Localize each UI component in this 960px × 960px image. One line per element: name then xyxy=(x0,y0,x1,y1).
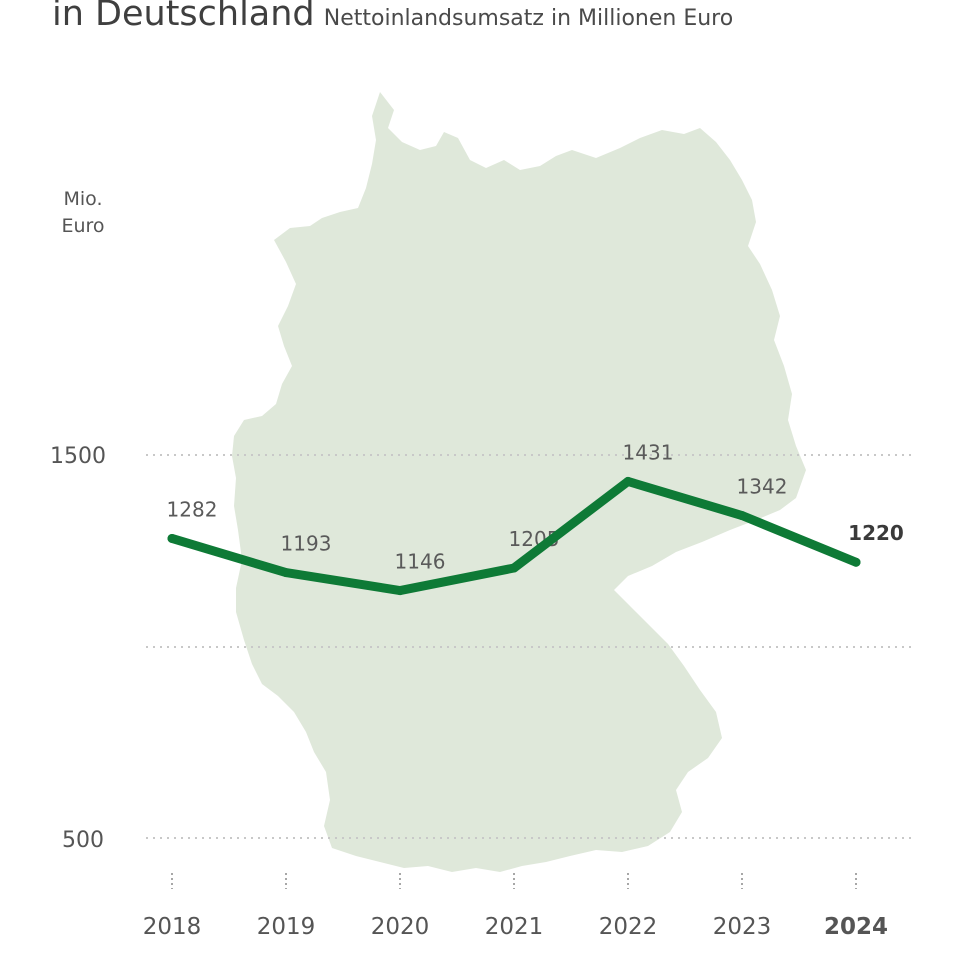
x-tick-label: 2022 xyxy=(599,914,658,940)
data-point xyxy=(851,557,861,567)
y-axis-ticks: 1500 500 xyxy=(50,444,106,853)
y-tick-label-1500: 1500 xyxy=(50,444,106,469)
x-tick-label: 2024 xyxy=(824,914,888,940)
chart-subtitle: Nettoinlandsumsatz in Millionen Euro xyxy=(323,6,734,31)
value-label: 1282 xyxy=(167,497,218,521)
value-label: 1431 xyxy=(623,440,674,464)
y-tick-label-500: 500 xyxy=(62,828,104,853)
value-label: 1220 xyxy=(848,521,904,545)
value-label: 1193 xyxy=(281,532,332,556)
y-axis-unit-label: Mio. Euro xyxy=(52,186,114,240)
value-label: 1342 xyxy=(737,475,788,499)
data-point xyxy=(623,476,633,486)
data-point xyxy=(167,533,177,543)
chart-title: in Deutschland xyxy=(52,0,315,34)
data-point xyxy=(395,586,405,596)
y-axis-unit-line-1: Mio. xyxy=(63,188,103,210)
y-axis-unit-line-2: Euro xyxy=(61,215,105,237)
data-point xyxy=(281,568,291,578)
x-tick-label: 2018 xyxy=(143,914,202,940)
germany-map-silhouette xyxy=(232,92,806,872)
data-point xyxy=(509,563,519,573)
y-gridlines xyxy=(146,454,916,839)
data-point xyxy=(737,511,747,521)
x-tick-label: 2020 xyxy=(371,914,430,940)
value-label: 1146 xyxy=(395,550,446,574)
x-axis-ticks: 2018 2019 2020 2021 2022 2023 2024 xyxy=(143,873,888,940)
x-tick-label: 2021 xyxy=(485,914,544,940)
series-line-group xyxy=(167,476,861,596)
x-tick-label: 2019 xyxy=(257,914,316,940)
x-tick-label: 2023 xyxy=(713,914,772,940)
chart-header: in Deutschland Nettoinlandsumsatz in Mil… xyxy=(52,0,733,34)
